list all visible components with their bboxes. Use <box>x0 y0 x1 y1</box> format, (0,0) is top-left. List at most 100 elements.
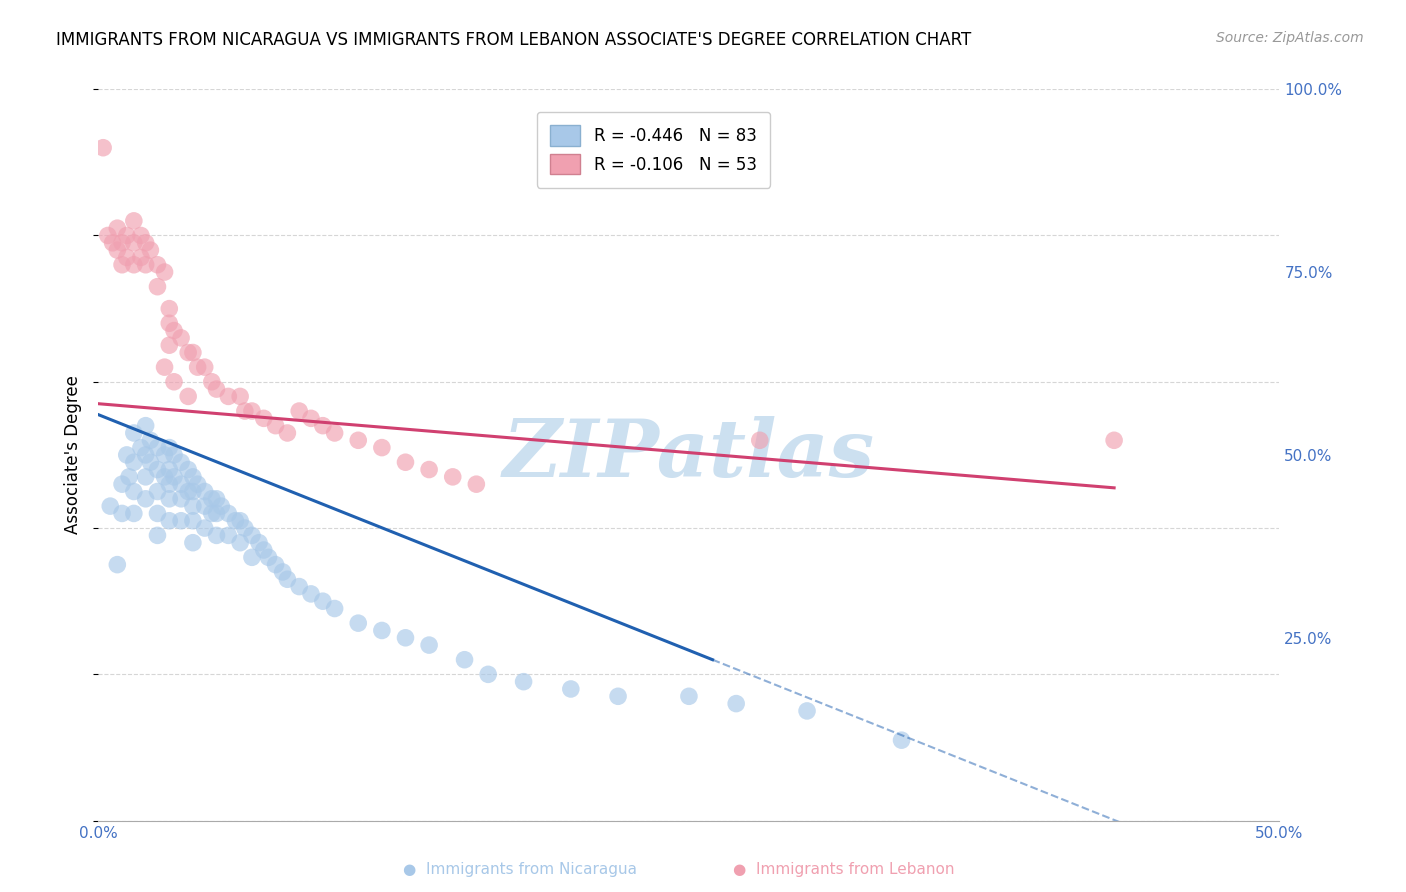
Point <box>229 389 252 403</box>
Point <box>205 528 228 542</box>
Point <box>157 316 180 330</box>
Point <box>129 441 152 455</box>
Point <box>163 375 186 389</box>
Point <box>157 462 180 476</box>
Point <box>418 638 440 652</box>
Point <box>299 587 322 601</box>
Point <box>181 470 204 484</box>
Point <box>170 491 193 506</box>
Point <box>181 514 204 528</box>
Point <box>465 477 488 491</box>
Point <box>111 507 134 521</box>
Point <box>135 491 157 506</box>
Legend: R = -0.446   N = 83, R = -0.106   N = 53: R = -0.446 N = 83, R = -0.106 N = 53 <box>537 112 770 188</box>
Point <box>153 360 176 375</box>
Point <box>224 514 246 528</box>
Point <box>201 507 224 521</box>
Point <box>146 507 169 521</box>
Point <box>453 653 475 667</box>
Point <box>135 418 157 433</box>
Point <box>177 484 200 499</box>
Point <box>146 279 169 293</box>
Point <box>157 491 180 506</box>
Point <box>347 434 370 448</box>
Point <box>205 507 228 521</box>
Point <box>91 141 114 155</box>
Point <box>122 258 145 272</box>
Point <box>105 243 128 257</box>
Point <box>153 448 176 462</box>
Point <box>240 528 263 542</box>
Point <box>271 565 294 579</box>
Point <box>146 441 169 455</box>
Point <box>146 462 169 476</box>
Point <box>264 418 287 433</box>
Point <box>748 434 770 448</box>
Point <box>122 425 145 440</box>
Point <box>796 704 818 718</box>
Point <box>153 265 176 279</box>
Point <box>288 404 311 418</box>
Point <box>240 550 263 565</box>
Point <box>115 448 138 462</box>
Point <box>135 235 157 250</box>
Point <box>135 470 157 484</box>
Point <box>253 411 276 425</box>
Point <box>139 243 162 257</box>
Point <box>146 484 169 499</box>
Point <box>146 258 169 272</box>
Point <box>181 484 204 499</box>
Point <box>105 221 128 235</box>
Point <box>177 345 200 359</box>
Point <box>217 389 239 403</box>
Point <box>194 499 217 513</box>
Point <box>299 411 322 425</box>
Point <box>678 690 700 704</box>
Point <box>323 425 346 440</box>
Point <box>512 674 534 689</box>
Point <box>205 382 228 396</box>
Point <box>1102 434 1125 448</box>
Point <box>129 251 152 265</box>
Point <box>101 235 124 250</box>
Point <box>170 331 193 345</box>
Point <box>209 499 232 513</box>
Point <box>347 616 370 631</box>
Point <box>163 324 186 338</box>
Point <box>229 535 252 549</box>
Point <box>201 491 224 506</box>
Point <box>607 690 630 704</box>
Point <box>170 477 193 491</box>
Point <box>122 507 145 521</box>
Text: ●  Immigrants from Nicaragua: ● Immigrants from Nicaragua <box>404 863 637 877</box>
Point <box>135 448 157 462</box>
Point <box>477 667 499 681</box>
Point <box>122 455 145 469</box>
Point <box>153 470 176 484</box>
Point <box>122 214 145 228</box>
Point <box>118 470 141 484</box>
Y-axis label: Associate's Degree: Associate's Degree <box>65 376 83 534</box>
Point <box>233 404 256 418</box>
Point <box>217 507 239 521</box>
Text: IMMIGRANTS FROM NICARAGUA VS IMMIGRANTS FROM LEBANON ASSOCIATE'S DEGREE CORRELAT: IMMIGRANTS FROM NICARAGUA VS IMMIGRANTS … <box>56 31 972 49</box>
Point <box>111 477 134 491</box>
Point <box>163 470 186 484</box>
Point <box>181 499 204 513</box>
Point <box>97 228 120 243</box>
Point <box>205 491 228 506</box>
Point <box>105 558 128 572</box>
Point <box>187 477 209 491</box>
Point <box>163 448 186 462</box>
Point <box>418 462 440 476</box>
Point <box>122 484 145 499</box>
Point <box>170 455 193 469</box>
Point <box>371 441 394 455</box>
Point <box>201 375 224 389</box>
Point <box>312 594 335 608</box>
Point <box>111 235 134 250</box>
Point <box>394 631 416 645</box>
Point <box>181 345 204 359</box>
Point <box>288 580 311 594</box>
Point <box>157 441 180 455</box>
